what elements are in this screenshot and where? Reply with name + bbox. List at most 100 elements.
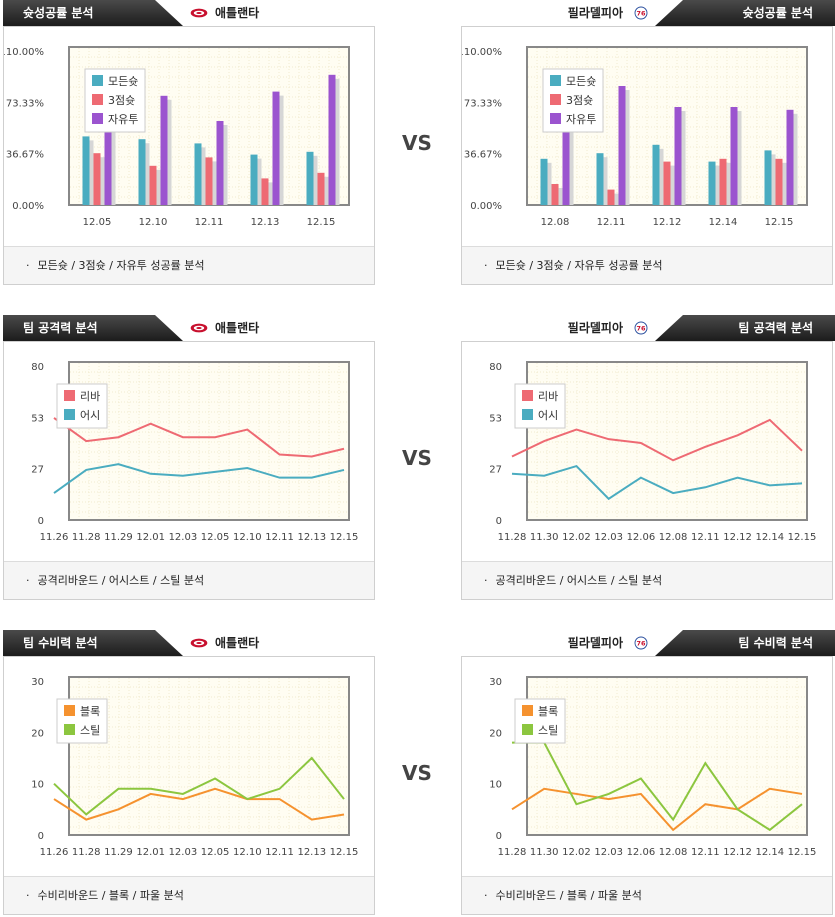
- bar-shadow: [667, 165, 675, 205]
- philadelphia-logo-icon: 76: [634, 321, 648, 335]
- x-tick-label: 12.03: [594, 847, 623, 858]
- right-chart-panel: 0 27 53 80 11.28 11.30 12.02 12.03 12.06 12.08 12.…: [461, 341, 833, 600]
- series-line-리바: [511, 418, 803, 462]
- y-tick-label: 20: [31, 728, 44, 739]
- x-tick-label: 12.15: [330, 532, 359, 543]
- bar-모든슛: [306, 151, 314, 205]
- bar-shadow: [97, 157, 105, 205]
- x-tick-label: 12.12: [723, 532, 752, 543]
- bar-자유투: [328, 74, 336, 205]
- legend-swatch: [92, 113, 103, 124]
- left-chart-panel: 0 27 53 80 11.26 11.28 11.29 12.01 12.03 12.05 12.…: [3, 341, 375, 600]
- legend-swatch: [92, 75, 103, 86]
- bar-자유투: [160, 95, 168, 205]
- bar-자유투: [618, 86, 626, 205]
- section-title: 팀 공격력 분석: [655, 315, 835, 341]
- x-tick-label: 12.11: [195, 217, 224, 228]
- series-line-블록: [511, 787, 803, 832]
- legend-label: 자유투: [566, 113, 596, 126]
- team-name: 애틀랜타: [189, 630, 259, 656]
- atlanta-logo-icon: [190, 638, 208, 648]
- bar-shadow: [712, 165, 720, 205]
- bar-모든슛: [652, 144, 660, 205]
- bar-3점슛: [663, 161, 671, 205]
- x-tick-label: 12.10: [233, 847, 262, 858]
- y-tick-label: 10: [31, 780, 44, 791]
- bar-shadow: [723, 162, 731, 205]
- x-tick-label: 12.05: [83, 217, 112, 228]
- section-title: 슛성공률 분석: [655, 0, 835, 26]
- bar-shadow: [276, 95, 284, 205]
- bar-shadow: [310, 155, 318, 205]
- bar-shadow: [768, 154, 776, 205]
- left-section-header: 팀 공격력 분석 애틀랜타: [3, 315, 303, 341]
- bar-자유투: [216, 121, 224, 205]
- y-tick-label: 27: [31, 465, 44, 476]
- bar-shadow: [86, 140, 94, 205]
- x-tick-label: 12.01: [136, 532, 165, 543]
- x-tick-label: 11.30: [530, 847, 559, 858]
- bullet-icon: ·: [484, 259, 488, 272]
- x-tick-label: 12.12: [723, 847, 752, 858]
- legend-swatch: [550, 113, 561, 124]
- y-tick-label: 0.00%: [12, 201, 44, 212]
- bar-shadow: [790, 113, 798, 205]
- section-title: 슛성공률 분석: [3, 0, 183, 26]
- legend-label: 스틸: [538, 724, 558, 737]
- chart-footer: · 모든슛 / 3점슛 / 자유투 성공률 분석: [462, 246, 832, 284]
- legend-swatch: [522, 390, 533, 401]
- team-name: 필라델피아 76: [568, 630, 649, 656]
- y-tick-label: 0: [496, 516, 502, 527]
- bar-3점슛: [775, 158, 783, 205]
- x-tick-label: 11.26: [40, 532, 69, 543]
- philadelphia-logo-icon: 76: [634, 6, 648, 20]
- bar-shadow: [265, 182, 273, 205]
- bullet-icon: ·: [484, 574, 488, 587]
- bullet-icon: ·: [484, 889, 488, 902]
- series-line-블록: [53, 787, 345, 821]
- bar-모든슛: [596, 153, 604, 205]
- team-name: 애틀랜타: [189, 315, 259, 341]
- bar-shadow: [142, 143, 150, 205]
- bar-모든슛: [138, 139, 146, 205]
- bar-3점슛: [93, 153, 101, 205]
- x-tick-label: 12.15: [307, 217, 336, 228]
- y-tick-label: 20: [489, 728, 502, 739]
- y-tick-label: 30: [489, 677, 502, 688]
- bar-shadow: [153, 169, 161, 205]
- series-line-스틸: [53, 756, 345, 816]
- x-tick-label: 12.01: [136, 847, 165, 858]
- bar-3점슛: [261, 178, 269, 205]
- x-tick-label: 12.14: [709, 217, 738, 228]
- x-tick-label: 12.02: [562, 847, 591, 858]
- bar-shadow: [108, 125, 116, 205]
- bar-모든슛: [194, 143, 202, 205]
- bar-shadow: [164, 99, 172, 205]
- y-tick-label: 0: [38, 516, 44, 527]
- vs-label: VS: [402, 131, 432, 155]
- legend-swatch: [522, 705, 533, 716]
- x-tick-label: 12.03: [169, 532, 198, 543]
- footer-text: 모든슛 / 3점슛 / 자유투 성공률 분석: [495, 259, 663, 272]
- legend-label: 리바: [80, 390, 100, 403]
- footer-text: 수비리바운드 / 블록 / 파울 분석: [37, 889, 184, 902]
- series-line-어시: [511, 464, 803, 501]
- y-tick-label: 27: [489, 465, 502, 476]
- atlanta-logo-icon: [190, 8, 208, 18]
- section-title: 팀 공격력 분석: [3, 315, 183, 341]
- y-tick-label: 53: [489, 413, 502, 424]
- x-tick-label: 12.11: [265, 532, 294, 543]
- left-section-header: 팀 수비력 분석 애틀랜타: [3, 630, 303, 656]
- bar-모든슛: [708, 161, 716, 205]
- bar-shadow: [544, 162, 552, 205]
- x-tick-label: 12.15: [330, 847, 359, 858]
- y-tick-label: 0: [496, 831, 502, 842]
- x-tick-label: 12.11: [691, 532, 720, 543]
- bar-shadow: [209, 161, 217, 205]
- section-title: 팀 수비력 분석: [3, 630, 183, 656]
- bullet-icon: ·: [26, 574, 30, 587]
- x-tick-label: 11.26: [40, 847, 69, 858]
- legend-swatch: [522, 409, 533, 420]
- bar-모든슛: [82, 136, 90, 205]
